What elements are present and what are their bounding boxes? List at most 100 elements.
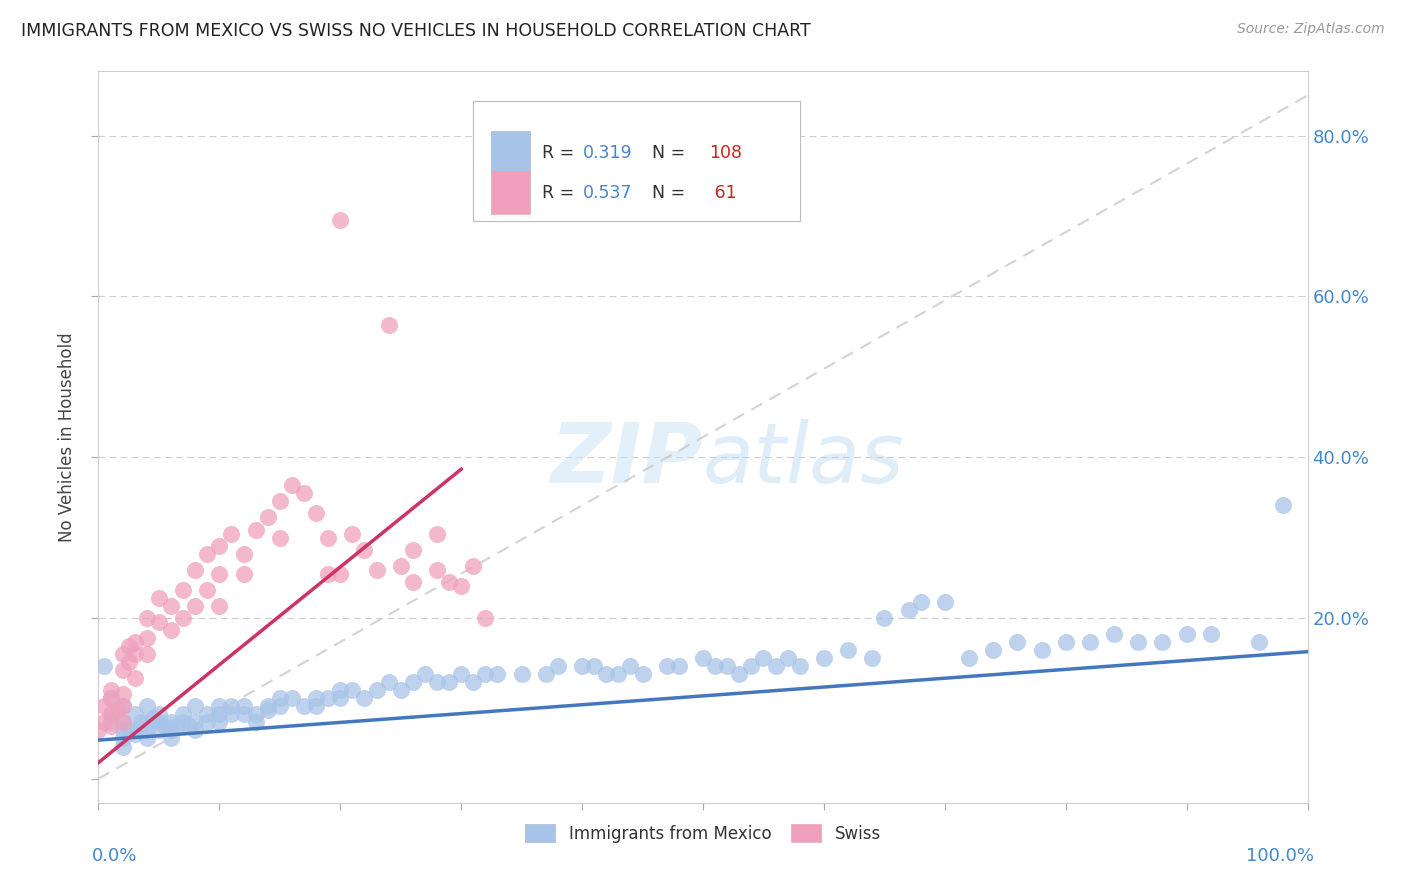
- Point: [740, 659, 762, 673]
- Point: [269, 691, 291, 706]
- Point: [111, 699, 134, 714]
- Point: [426, 526, 449, 541]
- Point: [245, 715, 267, 730]
- Point: [752, 651, 775, 665]
- Text: 61: 61: [709, 184, 737, 202]
- Point: [160, 599, 183, 613]
- Point: [981, 643, 1004, 657]
- Point: [463, 675, 485, 690]
- Point: [160, 623, 183, 637]
- Point: [195, 547, 218, 561]
- Point: [100, 683, 122, 698]
- Point: [353, 542, 375, 557]
- Point: [124, 647, 146, 661]
- Point: [232, 566, 254, 581]
- Point: [160, 723, 183, 738]
- Point: [208, 715, 231, 730]
- Point: [316, 566, 339, 581]
- Text: IMMIGRANTS FROM MEXICO VS SWISS NO VEHICLES IN HOUSEHOLD CORRELATION CHART: IMMIGRANTS FROM MEXICO VS SWISS NO VEHIC…: [21, 22, 811, 40]
- Point: [281, 478, 304, 492]
- Text: 108: 108: [709, 144, 742, 162]
- Point: [256, 703, 278, 717]
- Point: [93, 715, 115, 730]
- Point: [184, 699, 207, 714]
- Point: [873, 611, 896, 625]
- Text: 100.0%: 100.0%: [1246, 847, 1313, 864]
- Point: [934, 595, 956, 609]
- Point: [450, 579, 472, 593]
- Point: [437, 574, 460, 589]
- Point: [148, 707, 170, 722]
- Text: N =: N =: [641, 184, 692, 202]
- Text: ZIP: ZIP: [550, 418, 703, 500]
- Point: [256, 699, 278, 714]
- Point: [100, 707, 122, 722]
- Point: [1272, 499, 1295, 513]
- Point: [124, 727, 146, 741]
- Point: [118, 655, 141, 669]
- Point: [269, 531, 291, 545]
- Point: [813, 651, 835, 665]
- Point: [426, 563, 449, 577]
- Point: [135, 715, 157, 730]
- Point: [148, 591, 170, 605]
- Point: [342, 683, 364, 698]
- Point: [184, 715, 207, 730]
- Y-axis label: No Vehicles in Household: No Vehicles in Household: [58, 332, 76, 542]
- Point: [402, 574, 425, 589]
- Point: [135, 699, 157, 714]
- Point: [463, 558, 485, 573]
- Point: [111, 731, 134, 746]
- Point: [366, 683, 388, 698]
- Point: [619, 659, 641, 673]
- Point: [607, 667, 630, 681]
- Text: 0.319: 0.319: [583, 144, 633, 162]
- Point: [124, 635, 146, 649]
- Point: [413, 667, 436, 681]
- Point: [957, 651, 980, 665]
- Point: [160, 715, 183, 730]
- Point: [87, 723, 110, 738]
- Point: [728, 667, 751, 681]
- Point: [245, 707, 267, 722]
- Point: [329, 683, 352, 698]
- Point: [232, 547, 254, 561]
- Point: [402, 542, 425, 557]
- Point: [124, 671, 146, 685]
- Point: [148, 723, 170, 738]
- Point: [208, 539, 231, 553]
- Point: [111, 663, 134, 677]
- Point: [148, 615, 170, 629]
- Point: [292, 486, 315, 500]
- Point: [1175, 627, 1198, 641]
- Point: [208, 599, 231, 613]
- Point: [111, 699, 134, 714]
- Point: [142, 711, 165, 725]
- Point: [897, 603, 920, 617]
- FancyBboxPatch shape: [492, 171, 530, 214]
- Point: [245, 523, 267, 537]
- Point: [153, 719, 176, 733]
- Point: [232, 707, 254, 722]
- Point: [716, 659, 738, 673]
- Point: [221, 699, 243, 714]
- Point: [547, 659, 569, 673]
- Point: [124, 707, 146, 722]
- Point: [281, 691, 304, 706]
- Point: [100, 691, 122, 706]
- Point: [292, 699, 315, 714]
- Point: [100, 691, 122, 706]
- Point: [232, 699, 254, 714]
- Point: [329, 566, 352, 581]
- Text: atlas: atlas: [703, 418, 904, 500]
- Point: [135, 647, 157, 661]
- Point: [221, 707, 243, 722]
- Point: [195, 715, 218, 730]
- Point: [208, 699, 231, 714]
- Point: [118, 639, 141, 653]
- Point: [655, 659, 678, 673]
- Point: [111, 723, 134, 738]
- Point: [135, 723, 157, 738]
- FancyBboxPatch shape: [492, 131, 530, 175]
- Point: [1152, 635, 1174, 649]
